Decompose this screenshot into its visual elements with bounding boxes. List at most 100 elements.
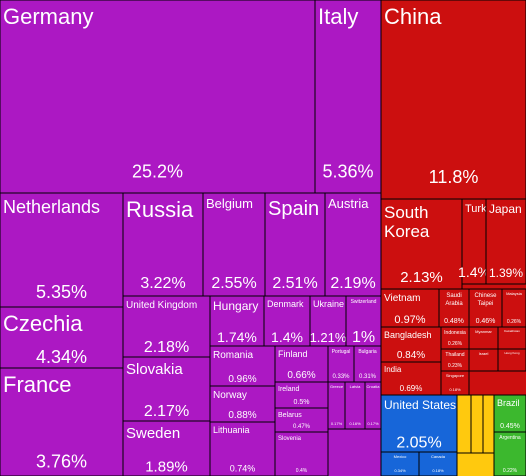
tile-name-saudi-arabia-0: Saudi <box>446 293 461 299</box>
tile-vietnam: Vietnam 0.97% <box>380 288 440 328</box>
tile-name-germany: Germany <box>3 4 93 29</box>
tile-value-vietnam: 0.97% <box>394 314 425 326</box>
tile-rect-italy <box>314 0 382 194</box>
tile-name-norway: Norway <box>213 390 247 401</box>
tile-name-saudi-arabia-1: Arabia <box>445 301 463 307</box>
tile-name-vietnam: Vietnam <box>384 293 421 304</box>
tile-name-france: France <box>3 372 71 397</box>
tile-value-czechia: 4.34% <box>36 347 87 367</box>
tile-name-myanmar: Myanmar <box>475 329 492 334</box>
tile-rect-austria <box>324 192 382 297</box>
tile-value-spain: 2.51% <box>272 275 317 292</box>
tile-value-france: 3.76% <box>36 451 87 471</box>
tile-value-malaysia: 0.26% <box>507 319 522 325</box>
tile-value-italy: 5.36% <box>322 162 373 182</box>
tile-value-bulgaria: 0.31% <box>359 374 377 380</box>
tile-slovenia: Slovenia 0.4% <box>274 431 329 476</box>
tile-value-india: 0.69% <box>400 384 423 393</box>
tile-myanmar: Myanmar <box>468 326 499 350</box>
tile-czechia: Czechia 4.34% <box>0 306 124 369</box>
tile-rect-netherlands <box>0 192 124 308</box>
tile-rect-norway <box>209 385 276 423</box>
tile-indonesia: Indonesia 0.26% <box>440 326 470 350</box>
tile-value-greece: 0.17% <box>331 421 343 426</box>
tile-value-portugal: 0.33% <box>332 374 350 380</box>
tile-united-kingdom: United Kingdom 2.18% <box>122 295 211 358</box>
tile-rect-japan <box>485 198 526 285</box>
tile-india: India 0.69% <box>380 361 442 396</box>
tile-value-finland: 0.66% <box>287 370 315 381</box>
tile-value-singapore: 0.18% <box>449 387 461 392</box>
tile-value-hungary: 1.74% <box>217 329 257 345</box>
tile-italy: Italy 5.36% <box>314 0 382 194</box>
tile-value-argentina: 0.22% <box>503 468 518 474</box>
tile-name-finland: Finland <box>278 349 308 359</box>
tile-name-belgium: Belgium <box>206 196 253 211</box>
tile-value-lithuania: 0.74% <box>230 464 256 474</box>
tile-name-south-korea-1: Korea <box>384 222 430 241</box>
tile-rect-united-kingdom <box>122 295 211 358</box>
tile-chinese-taipei: Chinese Taipei 0.46% <box>468 288 503 328</box>
tile-name-argentina: Argentina <box>499 435 521 441</box>
tile-israel: Israel <box>468 348 499 372</box>
tile-mexico: Mexico 0.34% <box>380 451 420 476</box>
tile-croatia: Croatia 0.17% <box>364 381 382 430</box>
tile-value-turkey: 1.4% <box>458 264 490 280</box>
tile-united-states: United States 2.05% <box>380 394 458 453</box>
tile-name-united-states: United States <box>384 398 456 412</box>
tile-name-singapore: Singapore <box>446 373 465 378</box>
tile-name-japan: Japan <box>489 202 522 216</box>
tile-value-saudi-arabia: 0.48% <box>444 318 464 325</box>
tile-hong-kong: Hong Kong <box>497 348 526 372</box>
tile-name-thailand: Thailand <box>445 352 464 358</box>
tile-south-africa <box>456 394 472 454</box>
tile-name-spain: Spain <box>268 198 319 220</box>
tile-germany: Germany 25.2% <box>0 0 316 194</box>
tile-rect-canada <box>418 451 458 476</box>
tile-value-russia: 3.22% <box>140 275 185 292</box>
tile-rect-denmark <box>263 295 311 347</box>
tile-japan: Japan 1.39% <box>485 198 526 285</box>
tile-portugal: Portugal 0.33% <box>327 345 355 383</box>
tile-rect-ukraine <box>309 295 347 347</box>
tile-finland: Finland 0.66% <box>274 345 329 383</box>
tile-name-denmark: Denmark <box>267 299 304 309</box>
tile-name-croatia: Croatia <box>367 384 381 389</box>
tile-argentina: Argentina 0.22% <box>493 431 526 476</box>
tile-name-hungary: Hungary <box>213 299 258 313</box>
tile-lithuania: Lithuania 0.74% <box>209 421 276 476</box>
tile-rect-brazil <box>493 394 526 433</box>
tile-morocco <box>470 394 484 454</box>
tile-romania: Romania 0.96% <box>209 345 276 387</box>
tile-rect-belarus <box>274 407 329 433</box>
tile-value-latvia: 0.16% <box>349 421 361 426</box>
tile-bangladesh: Bangladesh 0.84% <box>380 326 442 363</box>
tile-name-ukraine: Ukraine <box>313 299 344 309</box>
tile-value-canada: 0.18% <box>432 468 444 473</box>
tile-slovakia: Slovakia 2.17% <box>122 356 211 422</box>
tile-name-israel: Israel <box>479 351 489 356</box>
tile-value-mexico: 0.34% <box>394 468 406 473</box>
tile-value-austria: 2.19% <box>330 275 375 292</box>
tile-value-united-kingdom: 2.18% <box>144 339 189 356</box>
tile-value-united-states: 2.05% <box>396 434 441 451</box>
tile-rect-egypt <box>482 394 495 454</box>
tile-name-bangladesh: Bangladesh <box>384 330 432 340</box>
tile-name-indonesia: Indonesia <box>444 330 466 336</box>
tile-name-chinese-taipei-0: Chinese <box>474 293 497 299</box>
tile-netherlands: Netherlands 5.35% <box>0 192 124 308</box>
tile-rect-south-africa <box>456 394 472 454</box>
tile-greece: Greece 0.17% <box>327 381 346 430</box>
tile-kazakhstan: Kazakhstan <box>497 326 526 350</box>
tile-rect-germany <box>0 0 316 194</box>
tile-rect-slovenia <box>274 431 329 476</box>
tile-name-kazakhstan: Kazakhstan <box>504 329 520 333</box>
tile-value-south-korea: 2.13% <box>400 269 443 286</box>
tile-rect-finland <box>274 345 329 383</box>
tile-value-netherlands: 5.35% <box>36 282 87 302</box>
tile-rect-hungary <box>209 295 265 347</box>
tile-spain: Spain 2.51% <box>264 192 326 297</box>
tile-name-latvia: Latvia <box>350 384 361 389</box>
tile-value-ukraine: 1.21% <box>310 330 347 345</box>
